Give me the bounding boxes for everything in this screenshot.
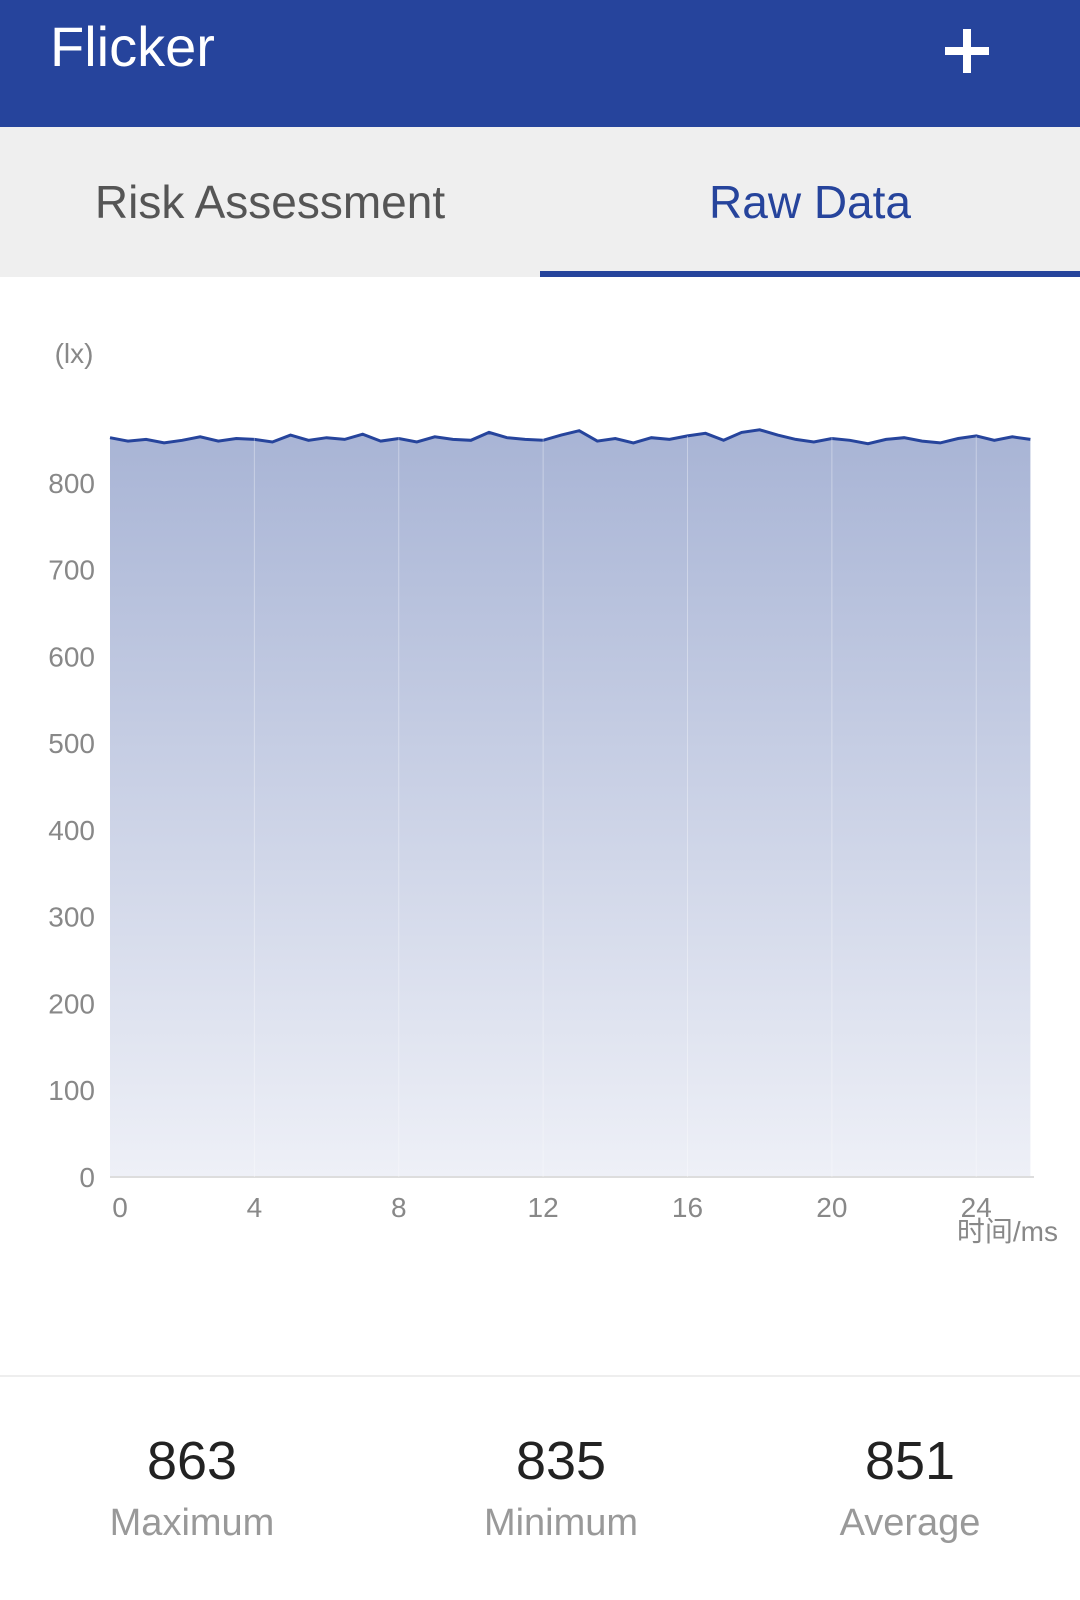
stat: 835 Minimum bbox=[381, 1430, 741, 1545]
tab[interactable]: Risk Assessment bbox=[94, 176, 446, 228]
stat-value: 835 bbox=[515, 1431, 607, 1491]
stat: 851 Average bbox=[730, 1430, 1080, 1545]
y-tick-label: 200 bbox=[48, 988, 95, 1019]
y-tick-label: 0 bbox=[79, 1162, 95, 1193]
tab-indicator bbox=[540, 271, 1080, 277]
data-line bbox=[109, 428, 1031, 446]
area-fill bbox=[110, 429, 1031, 1177]
x-axis-label: 时间/ms bbox=[957, 1216, 1058, 1247]
tab-bar: Risk Assessment Raw Data bbox=[0, 127, 1080, 277]
stat-value: 863 bbox=[146, 1431, 238, 1491]
stat: 863 Maximum bbox=[12, 1430, 372, 1545]
y-tick-label: 600 bbox=[48, 641, 95, 672]
stat-value: 851 bbox=[864, 1431, 956, 1491]
stat-label: Maximum bbox=[109, 1502, 275, 1544]
y-tick-label: 300 bbox=[48, 902, 95, 933]
tab-active[interactable]: Raw Data bbox=[709, 176, 911, 228]
x-tick-label: 20 bbox=[816, 1192, 847, 1223]
y-tick-label: 700 bbox=[48, 555, 95, 586]
y-tick-label: 100 bbox=[48, 1075, 95, 1106]
x-tick-label: 12 bbox=[528, 1192, 559, 1223]
divider bbox=[0, 1375, 1080, 1377]
x-tick-label: 16 bbox=[672, 1192, 703, 1223]
x-tick-label: 4 bbox=[247, 1192, 263, 1223]
add-button[interactable] bbox=[942, 26, 992, 76]
y-tick-label: 800 bbox=[48, 468, 95, 499]
app-bar: Flicker bbox=[0, 0, 1080, 127]
stat-label: Average bbox=[839, 1502, 981, 1544]
x-tick-label: 0 bbox=[112, 1192, 128, 1223]
y-tick-label: 400 bbox=[48, 815, 95, 846]
x-tick-label: 8 bbox=[391, 1192, 407, 1223]
y-axis-label: (lx) bbox=[55, 338, 94, 369]
x-tick-label: 24 bbox=[961, 1192, 992, 1223]
app-title: Flicker bbox=[50, 15, 215, 78]
chart: (lx) 时间/ms 0 100 200 300 400 500 600 700 800 0 4 8 1… bbox=[48, 338, 1058, 1247]
y-tick-label: 500 bbox=[48, 728, 95, 759]
stat-label: Minimum bbox=[483, 1502, 639, 1544]
